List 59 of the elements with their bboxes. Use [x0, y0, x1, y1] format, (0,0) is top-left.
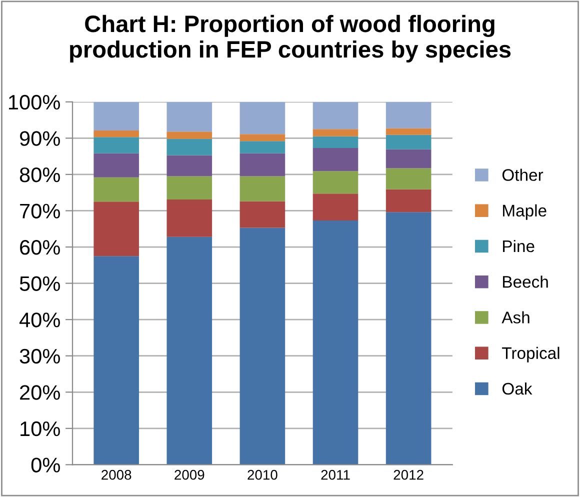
legend-label: Maple — [503, 204, 546, 220]
chart-title: Chart H: Proportion of wood flooring production in FEP countries by species — [70, 14, 511, 62]
y-tick-label: 70% — [20, 204, 60, 218]
bar — [240, 153, 286, 176]
bar — [94, 153, 139, 178]
bar — [240, 176, 286, 202]
y-tick-label: 90% — [20, 131, 60, 146]
y-tick-label: 40% — [19, 312, 60, 328]
bar — [312, 171, 358, 194]
legend-label: Ash — [502, 311, 530, 324]
bar — [166, 132, 212, 139]
bar — [312, 129, 358, 136]
x-tick-label: 2011 — [321, 470, 350, 480]
bar — [312, 194, 358, 221]
y-tick-label: 50% — [20, 276, 60, 292]
bar — [312, 148, 358, 172]
legend-label: Pine — [503, 240, 534, 252]
legend-label: Oak — [502, 382, 532, 395]
bar — [312, 220, 358, 465]
bar — [386, 189, 432, 212]
x-tick-label: 2008 — [102, 470, 132, 480]
x-tick-label: 2010 — [248, 470, 278, 480]
bar — [240, 141, 286, 154]
bar — [386, 212, 432, 465]
bar — [386, 149, 432, 168]
bar — [240, 201, 286, 228]
y-tick-label: 10% — [20, 421, 60, 436]
bar — [386, 134, 432, 150]
bar — [386, 168, 432, 190]
legend-label: Other — [502, 168, 544, 181]
bar — [240, 134, 286, 142]
bar — [166, 138, 212, 156]
bar — [166, 176, 212, 200]
legend-label: Beech — [503, 276, 548, 288]
y-tick-label: 30% — [20, 348, 60, 364]
bar — [94, 137, 139, 154]
bar — [166, 155, 212, 176]
y-tick-label: 60% — [20, 240, 60, 255]
bar — [94, 177, 139, 202]
bar — [240, 102, 286, 134]
bar — [94, 130, 139, 138]
bar — [166, 199, 212, 237]
bar — [386, 102, 432, 128]
y-tick-label: 20% — [20, 385, 60, 400]
bar — [386, 128, 432, 135]
bar — [312, 136, 358, 148]
bar — [94, 102, 139, 131]
bar — [240, 228, 286, 465]
x-tick-label: 2009 — [174, 470, 204, 480]
y-tick-label: 80% — [20, 167, 60, 182]
y-tick-label: 100% — [9, 94, 60, 110]
x-tick-label: 2012 — [394, 470, 424, 480]
bar — [312, 102, 358, 130]
legend-label: Tropical — [502, 346, 560, 362]
bar — [166, 102, 212, 132]
y-tick-label: 0% — [31, 458, 60, 472]
bar — [166, 236, 212, 465]
bar — [94, 202, 139, 256]
bar — [94, 256, 139, 465]
